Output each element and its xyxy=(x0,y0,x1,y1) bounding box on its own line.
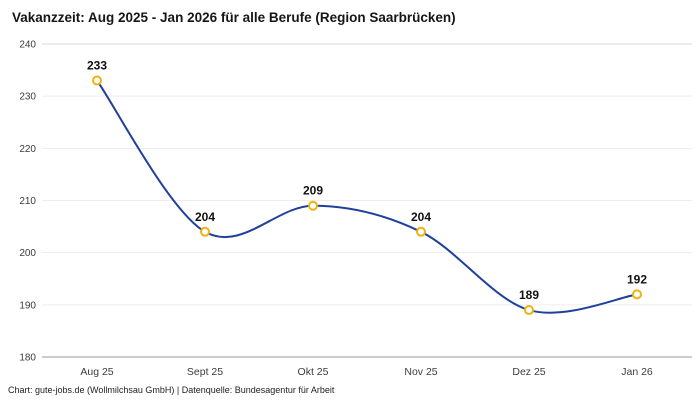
data-point-marker xyxy=(92,75,102,86)
x-tick-label: Aug 25 xyxy=(80,366,113,378)
value-label: 209 xyxy=(303,184,323,198)
value-label: 204 xyxy=(411,210,431,224)
value-label: 189 xyxy=(519,288,539,302)
data-point-marker xyxy=(308,200,318,211)
x-tick-label: Okt 25 xyxy=(298,366,329,378)
x-tick-label: Jan 26 xyxy=(621,366,653,378)
y-tick-label: 210 xyxy=(19,196,36,207)
value-label: 204 xyxy=(195,210,215,224)
chart-canvas: 180 190 200 210 220 230 240 233 Aug 25 204 Sept 25… xyxy=(19,40,692,378)
chart-footer: Chart: gute-jobs.de (Wollmilchsau GmbH) … xyxy=(8,385,335,395)
y-tick-label: 230 xyxy=(19,92,36,103)
y-tick-label: 240 xyxy=(19,40,36,51)
x-tick-label: Nov 25 xyxy=(404,366,437,378)
x-tick-label: Dez 25 xyxy=(512,366,545,378)
data-point-marker xyxy=(416,226,426,237)
y-tick-label: 220 xyxy=(19,144,36,155)
y-tick-label: 200 xyxy=(19,248,36,259)
y-tick-label: 190 xyxy=(19,300,36,311)
line-chart: 180 190 200 210 220 230 240 233 Aug 25 204 Sept 25… xyxy=(0,27,700,383)
y-tick-label: 180 xyxy=(19,353,36,364)
value-label: 233 xyxy=(87,59,107,73)
data-point-marker xyxy=(632,289,642,300)
x-tick-label: Sept 25 xyxy=(187,366,223,378)
data-point-marker xyxy=(200,226,210,237)
value-label: 192 xyxy=(627,272,647,286)
chart-title: Vakanzzeit: Aug 2025 - Jan 2026 für alle… xyxy=(12,10,456,25)
line-series xyxy=(96,79,638,314)
data-point-marker xyxy=(524,305,534,316)
